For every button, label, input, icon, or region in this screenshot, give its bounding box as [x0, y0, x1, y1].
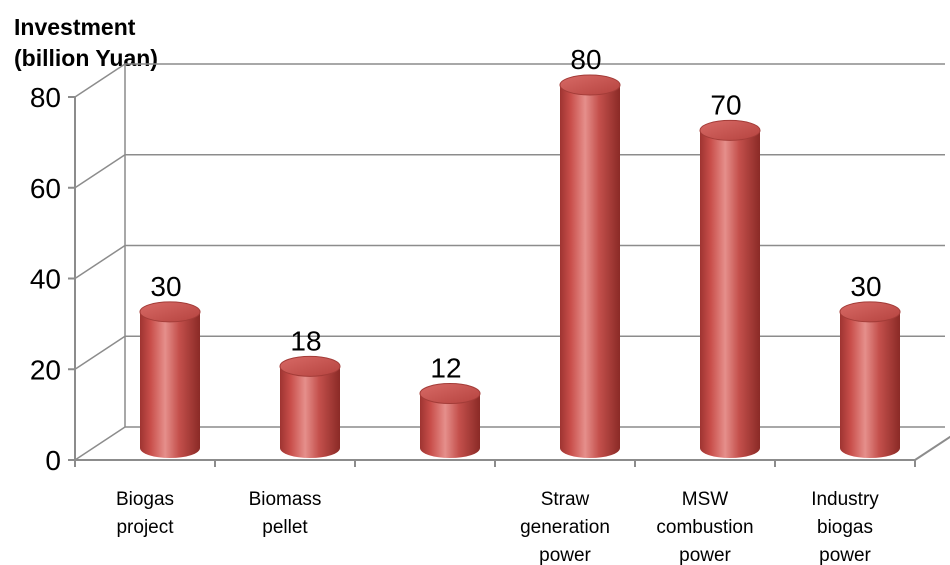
gridline-depth — [74, 335, 126, 370]
bar — [279, 355, 341, 458]
gridline-depth — [74, 426, 126, 461]
bar — [559, 74, 621, 458]
bar-body — [840, 311, 900, 458]
y-tick-label: 80 — [30, 82, 61, 113]
data-label: 30 — [850, 271, 881, 302]
bar — [699, 119, 761, 458]
bar-body — [140, 311, 200, 458]
gridline-depth — [74, 154, 126, 189]
floor-right-edge — [914, 435, 950, 461]
bar — [839, 301, 901, 458]
y-tick-label: 40 — [30, 264, 61, 295]
x-tick-label: power — [819, 545, 871, 565]
bars — [139, 74, 901, 458]
bar-top — [839, 301, 901, 323]
data-label: 18 — [290, 325, 321, 356]
x-tick-label: power — [679, 545, 731, 565]
x-tick-label: power — [539, 545, 591, 565]
x-tick-label: Biogas — [116, 489, 174, 510]
data-label: 30 — [150, 271, 181, 302]
bar-body — [280, 366, 340, 458]
bar-top — [559, 74, 621, 96]
bar — [419, 383, 481, 458]
y-tick-label: 60 — [30, 173, 61, 204]
y-tick-label: 0 — [45, 445, 61, 476]
bar-body — [420, 393, 480, 458]
x-tick-label: MSW — [682, 489, 729, 510]
gridline-depth — [74, 244, 126, 280]
bar-top — [279, 355, 341, 377]
bar-top — [419, 383, 481, 405]
data-label: 70 — [710, 89, 741, 120]
x-tick-label: Straw — [541, 489, 590, 510]
y-tick-label: 20 — [30, 354, 61, 385]
x-tick-label: Industry — [811, 489, 879, 510]
x-tick-label: pellet — [262, 517, 308, 538]
bar-top — [139, 301, 201, 323]
y-axis-title-line-1: Investment — [14, 14, 136, 40]
axes: 0 20 40 60 80 — [30, 82, 950, 476]
data-label: 80 — [570, 44, 601, 75]
x-tick-label: project — [116, 517, 174, 538]
bar-top — [699, 119, 761, 141]
y-axis-title-line-2: (billion Yuan) — [14, 45, 158, 71]
data-label: 12 — [430, 353, 461, 384]
x-tick-label: generation — [520, 517, 610, 538]
x-tick-label: combustion — [656, 517, 753, 538]
gridline-depth — [74, 63, 126, 98]
x-tick-label: Biomass — [249, 489, 322, 510]
bar-body — [560, 85, 620, 458]
x-tick-label: biogas — [817, 517, 873, 538]
bar — [139, 301, 201, 458]
grid — [74, 63, 945, 461]
y-axis-title: Investment (billion Yuan) — [14, 12, 158, 74]
labels: 30 Biogas project 18 Biomass pellet 12 80 Straw g… — [116, 44, 882, 565]
bar-body — [700, 130, 760, 458]
